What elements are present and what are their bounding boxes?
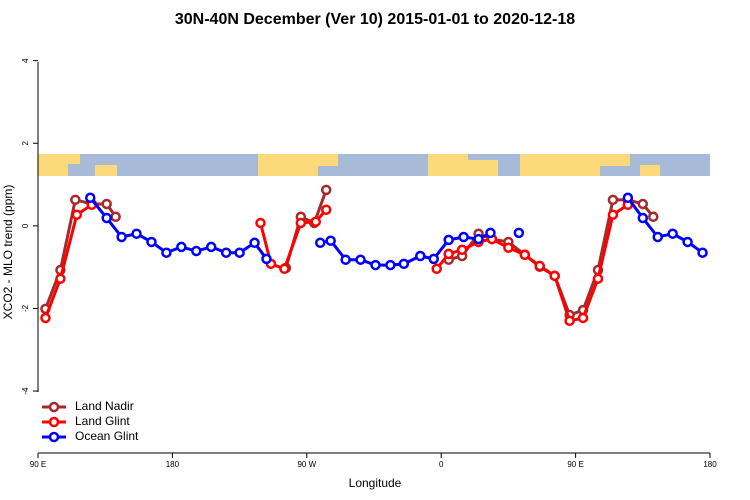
point [220, 247, 232, 258]
legend-marker [48, 401, 60, 413]
point [176, 241, 187, 253]
point [637, 212, 649, 224]
point [101, 198, 112, 210]
point [652, 231, 663, 243]
x-tick-label: 180 [703, 460, 717, 469]
legend-label: Ocean Glint [75, 429, 139, 443]
point [255, 217, 266, 229]
x-tick-label: 90 E [567, 460, 583, 469]
point [146, 236, 157, 248]
point [443, 248, 454, 260]
point [355, 254, 366, 265]
y-tick-label: -4 [21, 387, 30, 395]
point [161, 247, 172, 258]
point [431, 263, 442, 275]
point [131, 228, 142, 239]
x-tick-label: 90 E [30, 460, 46, 469]
point [577, 312, 589, 324]
point [458, 231, 469, 243]
x-tick-label: 0 [439, 460, 444, 469]
point [503, 242, 514, 253]
point [519, 249, 531, 261]
point [415, 250, 426, 262]
point [295, 217, 307, 229]
point [71, 209, 83, 220]
point [320, 184, 332, 196]
point [513, 227, 525, 239]
point [428, 253, 439, 265]
point [607, 209, 619, 220]
point [485, 227, 496, 239]
point [55, 273, 66, 284]
y-tick-label: 2 [21, 140, 30, 145]
y-tick-label: -2 [21, 304, 30, 312]
point [443, 234, 454, 246]
point [310, 216, 322, 227]
point [592, 273, 604, 284]
chart-title: 30N-40N December (Ver 10) 2015-01-01 to … [175, 11, 575, 28]
point [85, 192, 96, 204]
y-tick-label: 0 [21, 223, 30, 228]
point [398, 258, 410, 270]
x-tick-label: 180 [166, 460, 180, 469]
point [667, 228, 678, 239]
point [648, 211, 659, 223]
legend-label: Land Glint [75, 414, 130, 428]
legend-marker [48, 416, 60, 428]
point [637, 198, 649, 210]
point [456, 244, 468, 256]
x-axis-label: Longitude [349, 476, 402, 490]
point [110, 211, 121, 223]
x-tick-label: 90 W [297, 460, 316, 469]
point [549, 270, 560, 282]
point [314, 237, 326, 249]
point [320, 204, 332, 215]
point [40, 312, 51, 324]
point [370, 259, 381, 271]
point [682, 236, 693, 248]
legend-marker [48, 431, 60, 443]
legend-label: Land Nadir [75, 399, 134, 413]
point [205, 241, 217, 253]
y-axis-label: XCO2 - MLO trend (ppm) [1, 185, 15, 320]
y-tick-label: 4 [21, 58, 30, 63]
point [607, 194, 619, 206]
point [279, 263, 290, 275]
point [101, 212, 112, 224]
point [340, 254, 351, 265]
point [249, 237, 260, 249]
map-strip [38, 154, 710, 176]
point [325, 235, 336, 246]
point [261, 253, 272, 265]
point [622, 192, 634, 204]
point [534, 260, 546, 272]
point [191, 245, 202, 257]
point [385, 259, 396, 271]
point [473, 233, 484, 245]
point [116, 231, 127, 243]
point [564, 315, 575, 327]
point [697, 247, 708, 258]
point [70, 194, 81, 206]
point [234, 247, 245, 258]
